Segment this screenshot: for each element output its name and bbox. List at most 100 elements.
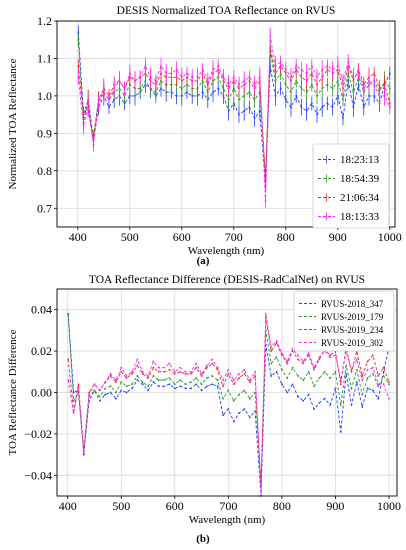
chart0-legend-item: 18:13:33 bbox=[318, 211, 380, 223]
chart0-point bbox=[300, 68, 303, 71]
chart1-ytick-label: −0.04 bbox=[24, 468, 52, 482]
chart0-point bbox=[321, 106, 324, 109]
chart0-point bbox=[212, 68, 214, 71]
chart1-point bbox=[131, 387, 133, 390]
chart1-point bbox=[350, 387, 353, 390]
chart1-point bbox=[136, 358, 139, 361]
chart1-point bbox=[372, 389, 374, 392]
chart1-point bbox=[206, 385, 208, 388]
chart1-point bbox=[77, 383, 80, 386]
chart0-point bbox=[279, 87, 282, 90]
chart0-xtick-label: 1000 bbox=[378, 230, 402, 244]
chart1-point bbox=[302, 379, 305, 381]
chart0-point bbox=[321, 87, 324, 90]
chart0-point bbox=[300, 87, 303, 90]
chart1-point bbox=[307, 393, 310, 396]
chart0-point bbox=[331, 68, 334, 71]
chart0-point bbox=[149, 76, 152, 79]
chart1-point bbox=[195, 377, 198, 379]
chart1-point bbox=[179, 385, 182, 388]
chart1-point bbox=[275, 356, 278, 359]
chart0-point bbox=[388, 106, 391, 109]
chart1-series-1 bbox=[67, 315, 390, 485]
chart0-point bbox=[316, 113, 318, 116]
chart0-point bbox=[217, 76, 220, 79]
chart1-point bbox=[141, 372, 144, 375]
chart1-point bbox=[232, 379, 235, 381]
chart0-point bbox=[128, 95, 131, 97]
chart0-point bbox=[284, 68, 287, 71]
chart1-legend-item: RVUS-2019_179 bbox=[299, 312, 384, 322]
chart1-point bbox=[248, 381, 251, 384]
chart1-point bbox=[232, 420, 235, 423]
chart0-point bbox=[180, 76, 183, 79]
chart1-point bbox=[211, 358, 214, 361]
chart1-point bbox=[125, 377, 128, 379]
chart1-point bbox=[388, 381, 390, 384]
chart0-point bbox=[238, 113, 240, 116]
chart1-point bbox=[232, 383, 235, 386]
chart1-point bbox=[307, 370, 310, 373]
chart0-point bbox=[253, 98, 256, 101]
chart1-point bbox=[329, 404, 331, 406]
chart0-point bbox=[134, 80, 136, 82]
chart1-point bbox=[114, 397, 117, 400]
chart1-point bbox=[98, 399, 101, 402]
chart0-point bbox=[175, 68, 178, 71]
chart1-point bbox=[280, 368, 283, 371]
chart1-point bbox=[77, 387, 80, 390]
chart0-ytick-label: 0.8 bbox=[37, 164, 52, 178]
chart1-point bbox=[163, 379, 165, 381]
chart0-point bbox=[295, 65, 298, 67]
chart1-point bbox=[173, 372, 176, 375]
chart1-point bbox=[297, 375, 299, 377]
chart0-point bbox=[279, 61, 282, 64]
chart1-point bbox=[297, 354, 299, 357]
chart1-point bbox=[270, 350, 273, 352]
chart0-point bbox=[232, 87, 235, 90]
chart0-point bbox=[186, 91, 188, 94]
chart1-point bbox=[168, 377, 171, 379]
chart1-point bbox=[152, 375, 155, 377]
chart0-point bbox=[310, 102, 313, 105]
chart0-point bbox=[373, 83, 376, 86]
chart1-point bbox=[280, 383, 283, 386]
chart1-ylabel: TOA Reflectance Difference bbox=[7, 329, 19, 455]
chart1-point bbox=[286, 391, 289, 394]
chart1-point bbox=[254, 391, 257, 394]
chart1-point bbox=[120, 366, 123, 369]
chart0-point bbox=[123, 87, 126, 90]
chart1-point bbox=[157, 366, 160, 369]
chart1-point bbox=[254, 410, 257, 413]
chart0-point bbox=[217, 87, 220, 90]
chart1-point bbox=[388, 397, 390, 400]
chart1-point bbox=[216, 366, 219, 369]
chart1-point bbox=[104, 393, 107, 396]
chart1-point bbox=[382, 375, 385, 377]
chart1-point bbox=[291, 348, 294, 350]
chart1-point bbox=[334, 370, 337, 373]
chart1-point bbox=[179, 379, 182, 381]
chart1-point bbox=[184, 383, 187, 386]
chart1-point bbox=[302, 362, 305, 365]
chart0-point bbox=[82, 113, 85, 116]
chart1-point bbox=[136, 375, 139, 377]
chart1-point bbox=[141, 381, 144, 384]
chart1-point bbox=[152, 366, 155, 369]
chart1-point bbox=[377, 385, 380, 388]
chart1-point bbox=[222, 414, 224, 417]
caption-b: (b) bbox=[196, 533, 210, 545]
chart1-point bbox=[345, 372, 348, 375]
chart0-point bbox=[284, 83, 287, 86]
chart0-point bbox=[295, 95, 298, 97]
chart0-point bbox=[326, 83, 329, 86]
chart0-point bbox=[248, 91, 251, 94]
chart1-point bbox=[372, 354, 374, 357]
chart1-point bbox=[109, 385, 112, 388]
chart1-point bbox=[350, 368, 353, 371]
chart0-xlabel: Wavelength (nm) bbox=[188, 245, 265, 257]
chart0-point bbox=[82, 124, 85, 127]
chart1-point bbox=[355, 381, 358, 384]
chart0-point bbox=[206, 80, 209, 82]
chart1-xtick-label: 400 bbox=[59, 499, 77, 513]
